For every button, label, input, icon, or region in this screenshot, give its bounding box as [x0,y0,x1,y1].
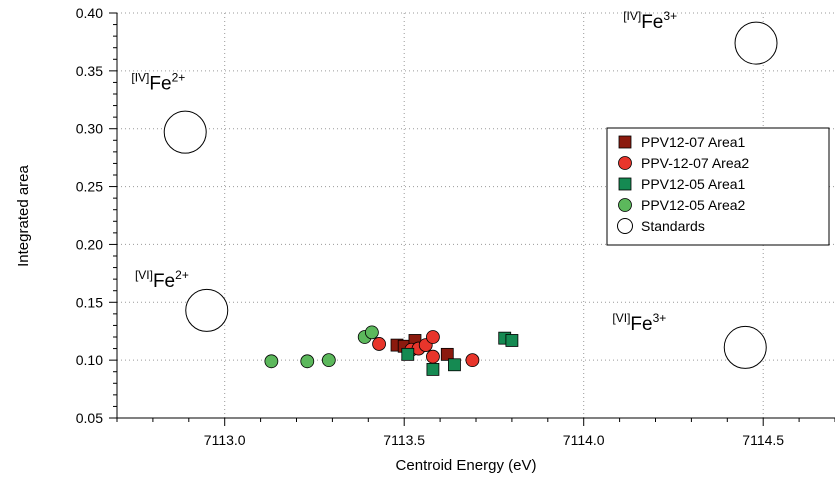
data-point [723,325,767,369]
y-tick-label: 0.30 [76,121,103,137]
y-tick-label: 0.05 [76,410,103,426]
data-point [448,358,461,372]
x-tick-label: 7113.0 [204,432,246,448]
standard-label: [IV]Fe3+ [623,9,677,33]
x-axis-label: Centroid Energy (eV) [396,457,537,474]
legend-label: PPV12-05 Area2 [641,197,746,213]
legend-label: PPV12-07 Area1 [641,134,746,150]
data-point [734,21,778,65]
legend-marker [618,156,632,170]
legend-label: PPV12-05 Area1 [641,176,746,192]
axes: 0.05 0.10 0.15 0.20 0.25 0.30 0.35 0.40 7113.0 71… [76,5,835,448]
data-point [426,330,440,344]
data-point [364,325,379,340]
data-point [185,288,229,332]
x-tick-label: 7113.5 [383,432,425,448]
standard-label: [VI]Fe2+ [135,268,189,292]
legend-marker [617,218,633,234]
legend-marker [618,177,632,191]
legend-label: Standards [641,218,705,234]
x-tick-label: 7114.5 [742,432,784,448]
y-tick-label: 0.10 [76,352,103,368]
legend-entry: Standards [617,218,705,234]
y-tick-label: 0.25 [76,179,103,195]
data-points [163,21,778,376]
legend-label: PPV-12-07 Area2 [641,155,749,171]
y-tick-label: 0.15 [76,294,103,310]
y-axis-label: Integrated area [15,164,32,266]
x-tick-label: 7114.0 [563,432,605,448]
standard-label: [VI]Fe3+ [612,311,666,335]
data-point [505,334,519,347]
data-point [465,353,480,368]
standard-label: [IV]Fe2+ [131,70,185,94]
data-point [300,354,315,369]
data-point [372,337,386,351]
data-point [426,349,440,364]
data-point [440,347,454,361]
data-point [264,354,279,369]
data-point [163,110,207,154]
data-point [426,362,440,376]
legend-entry: PPV12-05 Area2 [618,197,746,213]
legend-marker [618,135,632,149]
standard-annotations: [IV]Fe2+ [VI]Fe2+ [IV]Fe3+ [VI]Fe3+ [131,9,677,335]
legend-marker [618,198,632,212]
y-tick-label: 0.40 [76,5,103,21]
legend: PPV12-07 Area1 PPV-12-07 Area2 PPV12-05 Ar… [606,127,830,246]
data-point [321,353,336,368]
y-tick-label: 0.35 [76,63,103,79]
y-tick-label: 0.20 [76,236,103,252]
data-point [401,347,415,361]
legend-box [606,127,830,246]
legend-entry: PPV-12-07 Area2 [618,155,749,171]
legend-entry: PPV12-05 Area1 [618,176,746,192]
legend-entry: PPV12-07 Area1 [618,134,746,150]
